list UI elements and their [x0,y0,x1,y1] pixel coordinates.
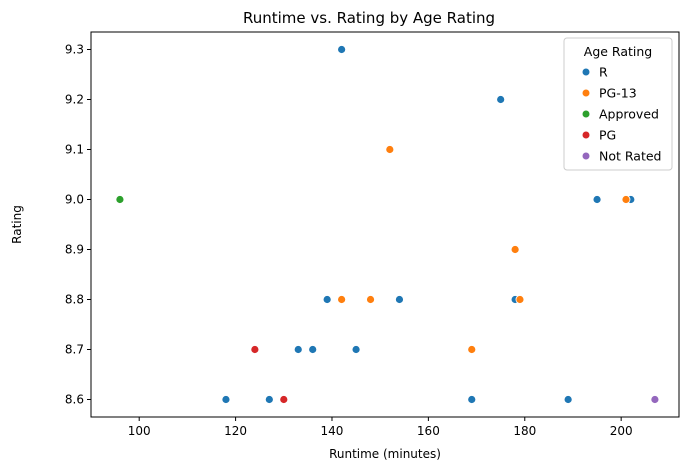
legend-marker [582,89,590,97]
legend-box [563,37,673,171]
data-point [279,395,289,404]
data-point [337,295,347,304]
y-tick-label: 9.3 [65,43,84,57]
y-tick-label: 8.9 [65,243,84,257]
legend-title: Age Rating [584,44,652,59]
data-point [650,395,660,404]
data-point [395,295,404,304]
data-point [515,295,525,304]
legend-marker [582,152,590,160]
data-points [115,45,660,404]
plot-area: 100 120 140 160 180 200 8.6 8.7 8.8 8.9 9.0 9.1 9.2… [65,31,680,438]
x-tick-label: 120 [224,424,247,438]
y-tick-label: 9.1 [65,143,84,157]
y-tick-label: 8.6 [65,393,84,407]
data-point [366,295,375,304]
legend-label: R [599,65,608,80]
data-point [621,195,631,204]
legend-label: PG-13 [599,86,637,101]
data-point [322,295,332,304]
data-point [563,395,573,404]
chart-title: Runtime vs. Rating by Age Rating [243,9,495,27]
data-point [496,95,506,104]
data-point [115,195,125,204]
x-axis: 100 120 140 160 180 200 [128,417,633,438]
data-point [264,395,274,404]
data-point [592,195,602,204]
y-tick-label: 9.2 [65,93,84,107]
data-point [250,345,260,354]
legend-label: PG [599,128,616,143]
legend-label: Not Rated [599,149,661,164]
legend-marker [582,110,590,118]
y-axis: 8.6 8.7 8.8 8.9 9.0 9.1 9.2 9.3 [65,43,91,407]
data-point [308,345,318,354]
x-axis-label: Runtime (minutes) [329,447,441,461]
y-tick-label: 8.8 [65,293,84,307]
data-point [385,145,395,154]
data-point [293,345,303,354]
data-point [510,245,520,254]
y-axis-label: Rating [10,205,24,244]
x-tick-label: 160 [417,424,440,438]
data-point [467,395,477,404]
data-point [337,45,347,54]
legend-label: Approved [599,107,659,122]
x-tick-label: 200 [610,424,633,438]
legend-marker [582,131,590,139]
legend: Age Rating R PG-13 Approved PG Not Rated [563,37,673,171]
y-tick-label: 9.0 [65,193,84,207]
x-tick-label: 180 [513,424,536,438]
legend-items: R PG-13 Approved PG Not Rated [582,65,661,164]
data-point [467,345,477,354]
x-tick-label: 140 [321,424,344,438]
plot-frame [90,31,680,418]
x-tick-label: 100 [128,424,151,438]
legend-marker [582,68,590,76]
data-point [351,345,361,354]
y-tick-label: 8.7 [65,343,84,357]
data-point [221,395,231,404]
